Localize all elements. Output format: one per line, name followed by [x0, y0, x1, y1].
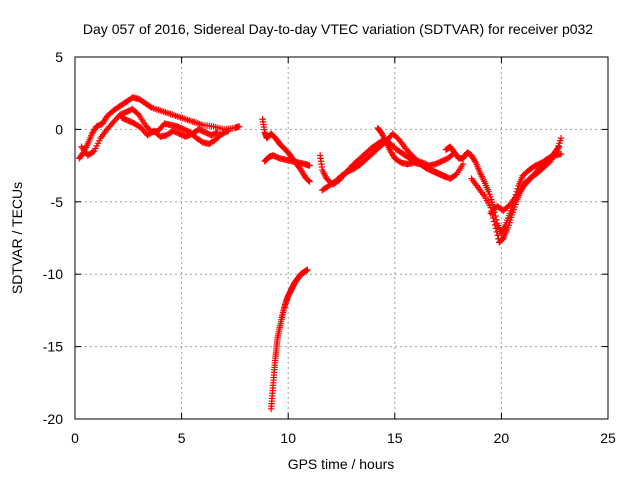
x-axis-label: GPS time / hours — [288, 456, 395, 472]
data-point — [305, 177, 312, 184]
data-point — [491, 221, 499, 229]
y-tick-label: 0 — [55, 121, 63, 137]
data-point — [225, 127, 232, 135]
series-segment-9 — [374, 124, 450, 181]
data-point — [494, 232, 501, 239]
grid — [75, 57, 608, 419]
x-tick-label: 5 — [178, 430, 186, 446]
data-point — [555, 143, 563, 150]
y-tick-label: 5 — [55, 49, 63, 65]
series-segment-1 — [76, 94, 243, 162]
data-point — [459, 160, 467, 168]
data-point — [442, 173, 450, 181]
data-point — [490, 214, 497, 222]
data-point — [557, 134, 565, 142]
data-point — [492, 225, 500, 232]
y-axis-ticks: 5 0 -5 -10 -15 -20 — [43, 49, 608, 427]
series-segment-3 — [118, 114, 222, 140]
data-point — [306, 178, 313, 185]
x-tick-label: 20 — [494, 430, 510, 446]
y-tick-label: -5 — [51, 194, 64, 210]
y-axis-label: SDTVAR / TECUs — [9, 182, 25, 294]
data-point — [493, 228, 500, 236]
series-segment-4 — [259, 116, 313, 185]
chart-title: Day 057 of 2016, Sidereal Day-to-day VTE… — [83, 21, 593, 37]
series-segment-6 — [267, 266, 311, 413]
data-point — [557, 150, 565, 158]
series-segment-2 — [78, 105, 232, 159]
y-tick-label: -10 — [43, 266, 63, 282]
data-point — [89, 148, 97, 156]
y-tick-label: -15 — [43, 339, 63, 355]
series-segment-5 — [261, 152, 313, 169]
data-point — [490, 218, 498, 225]
x-tick-label: 15 — [387, 430, 403, 446]
y-tick-label: -20 — [43, 411, 63, 427]
series-segment-12 — [487, 143, 563, 217]
data-point — [471, 158, 479, 165]
x-axis-ticks: 0 5 10 15 20 25 — [71, 57, 616, 446]
x-tick-label: 25 — [600, 430, 616, 446]
data-point — [304, 266, 311, 274]
data-point — [306, 162, 313, 169]
x-tick-label: 10 — [280, 430, 296, 446]
data-point — [147, 103, 154, 111]
plot-frame — [74, 56, 609, 420]
data-point — [554, 144, 562, 152]
series-segment-10 — [442, 143, 565, 237]
data-point — [235, 123, 243, 130]
data-points — [76, 94, 565, 413]
data-point — [214, 129, 222, 136]
x-tick-label: 0 — [71, 430, 79, 446]
